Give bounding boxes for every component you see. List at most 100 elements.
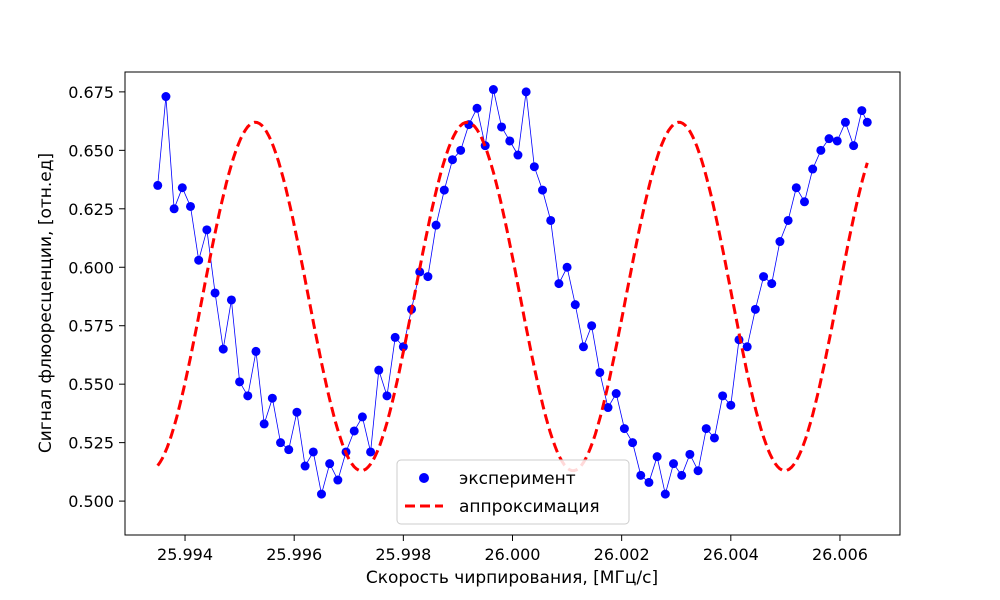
experiment-point bbox=[644, 477, 654, 487]
experiment-point bbox=[194, 255, 204, 265]
experiment-point bbox=[832, 136, 842, 146]
experiment-point bbox=[677, 470, 687, 480]
experiment-point bbox=[169, 204, 179, 214]
experiment-point bbox=[554, 279, 564, 289]
experiment-point bbox=[349, 426, 359, 436]
legend-marker-experiment bbox=[419, 473, 429, 483]
experiment-point bbox=[456, 145, 466, 155]
experiment-point bbox=[816, 145, 826, 155]
legend-box bbox=[396, 459, 630, 525]
experiment-point bbox=[742, 342, 752, 352]
experiment-point bbox=[652, 452, 662, 462]
experiment-point bbox=[750, 304, 760, 314]
experiment-point bbox=[862, 117, 872, 127]
experiment-point bbox=[636, 470, 646, 480]
experiment-point bbox=[202, 225, 212, 235]
x-axis-label: Скорость чирпирования, [МГц/с] bbox=[366, 568, 658, 588]
experiment-point bbox=[185, 201, 195, 211]
experiment-point bbox=[529, 162, 539, 172]
fit-curve bbox=[156, 120, 869, 473]
legend-label-experiment: эксперимент bbox=[459, 469, 576, 489]
experiment-point bbox=[759, 272, 769, 282]
experiment-point bbox=[235, 377, 245, 387]
experiment-point bbox=[840, 117, 850, 127]
experiment-point bbox=[628, 438, 638, 448]
experiment-point bbox=[308, 447, 318, 457]
y-axis-ticks: 0.500 0.525 0.550 0.575 0.600 0.625 0.650 0.675 bbox=[68, 83, 125, 511]
y-tick-label: 0.550 bbox=[68, 375, 114, 394]
y-tick-label: 0.600 bbox=[68, 258, 114, 277]
experiment-point bbox=[538, 185, 548, 195]
experiment-point bbox=[718, 391, 728, 401]
y-axis-label: Сигнал флюоресценции, [отн.ед] bbox=[36, 153, 56, 453]
experiment-point bbox=[431, 220, 441, 230]
y-tick-label: 0.675 bbox=[68, 83, 114, 102]
experiment-point bbox=[824, 134, 834, 144]
experiment-point bbox=[439, 185, 449, 195]
experiment-point bbox=[276, 438, 286, 448]
experiment-point bbox=[374, 365, 384, 375]
experiment-point bbox=[611, 389, 621, 399]
experiment-point bbox=[849, 141, 859, 151]
experiment-point bbox=[153, 180, 163, 190]
experiment-point bbox=[447, 155, 457, 165]
experiment-point bbox=[300, 461, 310, 471]
legend-label-fit: аппроксимация bbox=[459, 497, 600, 517]
experiment-point bbox=[587, 321, 597, 331]
x-tick-label: 26.006 bbox=[812, 545, 868, 564]
experiment-point bbox=[218, 344, 228, 354]
experiment-point bbox=[316, 489, 326, 499]
experiment-point bbox=[284, 445, 294, 455]
experiment-point bbox=[619, 424, 629, 434]
experiment-point bbox=[660, 489, 670, 499]
x-tick-label: 26.004 bbox=[703, 545, 759, 564]
experiment-point bbox=[709, 433, 719, 443]
legend: эксперимент аппроксимация bbox=[396, 459, 630, 525]
experiment-point bbox=[497, 122, 507, 132]
x-axis-ticks: 25.994 25.996 25.998 26.000 26.002 26.004 26.0… bbox=[157, 535, 868, 564]
x-tick-label: 25.998 bbox=[375, 545, 431, 564]
experiment-point bbox=[783, 215, 793, 225]
experiment-point bbox=[595, 367, 605, 377]
experiment-point bbox=[669, 459, 679, 469]
experiment-point bbox=[251, 346, 261, 356]
x-tick-label: 26.002 bbox=[594, 545, 650, 564]
experiment-point bbox=[366, 447, 376, 457]
experiment-point bbox=[505, 136, 515, 146]
experiment-point bbox=[775, 237, 785, 247]
experiment-point bbox=[546, 215, 556, 225]
experiment-point bbox=[603, 403, 613, 413]
experiment-point bbox=[333, 475, 343, 485]
experiment-point bbox=[808, 164, 818, 174]
experiment-point bbox=[521, 87, 531, 97]
y-tick-label: 0.575 bbox=[68, 317, 114, 336]
experiment-point bbox=[210, 288, 220, 298]
experiment-point bbox=[472, 103, 482, 113]
experiment-point bbox=[488, 85, 498, 95]
experiment-point bbox=[578, 342, 588, 352]
experiment-point bbox=[161, 92, 171, 102]
experiment-point bbox=[177, 183, 187, 193]
experiment-point bbox=[423, 272, 433, 282]
experiment-point bbox=[292, 407, 302, 417]
experiment-point bbox=[382, 391, 392, 401]
experiment-point bbox=[701, 424, 711, 434]
experiment-point bbox=[390, 332, 400, 342]
experiment-point bbox=[325, 459, 335, 469]
experiment-point bbox=[570, 300, 580, 310]
experiment-point bbox=[693, 466, 703, 476]
y-tick-label: 0.625 bbox=[68, 200, 114, 219]
experiment-point bbox=[562, 262, 572, 272]
experiment-point bbox=[243, 391, 253, 401]
experiment-point bbox=[513, 150, 523, 160]
experiment-point bbox=[267, 393, 277, 403]
y-tick-label: 0.650 bbox=[68, 141, 114, 160]
x-tick-label: 25.994 bbox=[157, 545, 213, 564]
x-tick-label: 26.000 bbox=[485, 545, 541, 564]
experiment-point bbox=[791, 183, 801, 193]
experiment-point bbox=[726, 400, 736, 410]
x-tick-label: 25.996 bbox=[266, 545, 322, 564]
experiment-point bbox=[226, 295, 236, 305]
experiment-point bbox=[259, 419, 269, 429]
